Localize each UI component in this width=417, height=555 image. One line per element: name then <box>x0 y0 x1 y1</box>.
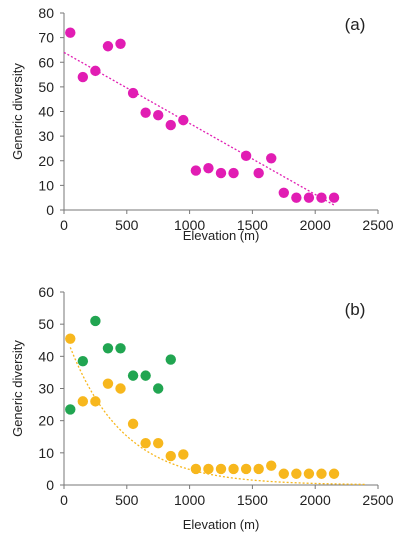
data-point-series-0 <box>165 354 176 365</box>
data-point-series-1 <box>90 396 101 407</box>
data-point-series-1 <box>303 468 315 479</box>
y-tick-label: 50 <box>38 79 54 95</box>
data-point-series-0 <box>153 383 164 394</box>
data-point-series-1 <box>253 463 264 475</box>
data-point-series-1 <box>153 437 164 449</box>
data-point-series-1 <box>266 460 277 471</box>
data-point-series-0 <box>303 192 315 203</box>
y-tick-label: 60 <box>38 284 54 300</box>
panel-label: (a) <box>345 15 366 34</box>
y-tick-label: 10 <box>38 177 54 193</box>
x-tick-label: 1500 <box>237 492 268 508</box>
x-tick-label: 500 <box>115 492 139 508</box>
data-point-series-0 <box>115 343 126 354</box>
data-point-series-0 <box>203 162 214 174</box>
y-tick-label: 40 <box>38 104 54 120</box>
data-point-series-0 <box>102 41 114 52</box>
data-point-series-1 <box>203 463 214 475</box>
data-point-series-0 <box>115 38 126 49</box>
data-point-series-1 <box>215 463 227 475</box>
data-point-series-0 <box>127 370 139 381</box>
panel-label: (b) <box>345 300 366 319</box>
data-point-series-1 <box>77 396 89 407</box>
y-tick-label: 80 <box>38 5 54 21</box>
data-point-series-0 <box>291 192 302 203</box>
data-point-series-1 <box>240 463 252 475</box>
data-point-series-0 <box>266 153 277 164</box>
y-axis-title: Generic diversity <box>10 340 25 437</box>
x-tick-label: 0 <box>60 217 68 233</box>
y-tick-label: 30 <box>38 381 54 397</box>
x-tick-label: 1000 <box>174 492 205 508</box>
y-axis-title: Generic diversity <box>10 63 25 160</box>
data-point-series-1 <box>127 418 139 430</box>
data-point-series-1 <box>65 333 76 344</box>
data-point-series-0 <box>90 65 101 77</box>
y-tick-label: 0 <box>46 477 54 493</box>
data-point-series-0 <box>127 87 139 99</box>
data-point-series-1 <box>102 378 114 389</box>
y-tick-label: 20 <box>38 153 54 169</box>
data-point-series-0 <box>215 167 227 179</box>
data-point-series-0 <box>328 192 340 203</box>
data-point-series-0 <box>90 315 101 327</box>
x-tick-label: 2000 <box>300 492 331 508</box>
y-tick-label: 60 <box>38 54 54 70</box>
data-point-series-1 <box>328 468 340 479</box>
x-tick-label: 2000 <box>300 217 331 233</box>
data-point-series-0 <box>178 114 189 126</box>
data-point-series-1 <box>165 450 176 462</box>
y-tick-label: 0 <box>46 202 54 218</box>
data-point-series-1 <box>278 468 289 479</box>
chart-panel-b: 0 500 1000 1500 2000 2500 0 10 20 30 40 50 60 Elevati… <box>10 284 394 532</box>
exponential-trendline <box>69 347 366 486</box>
y-tick-label: 50 <box>38 316 54 332</box>
data-point-series-0 <box>65 404 76 415</box>
data-point-series-0 <box>77 71 89 83</box>
data-point-series-1 <box>115 383 126 394</box>
data-point-series-0 <box>165 119 176 131</box>
x-tick-label: 2500 <box>362 217 393 233</box>
data-point-series-0 <box>278 187 289 198</box>
data-point-series-1 <box>190 463 202 475</box>
y-tick-label: 40 <box>38 348 54 364</box>
data-point-series-0 <box>190 165 202 176</box>
linear-trendline <box>63 51 335 206</box>
data-point-series-0 <box>77 355 89 367</box>
x-tick-label: 2500 <box>362 492 393 508</box>
data-point-series-0 <box>140 107 151 118</box>
y-tick-label: 20 <box>38 413 54 429</box>
data-point-series-0 <box>140 370 151 381</box>
data-point-series-0 <box>316 192 327 203</box>
data-point-series-1 <box>316 468 327 479</box>
data-point-series-0 <box>65 27 76 38</box>
data-point-series-1 <box>178 449 189 460</box>
data-point-series-0 <box>240 150 252 162</box>
data-point-series-0 <box>102 343 114 354</box>
x-tick-label: 0 <box>60 492 68 508</box>
y-tick-label: 70 <box>38 30 54 46</box>
data-point-series-1 <box>291 468 302 479</box>
x-axis-title: Elevation (m) <box>183 228 260 243</box>
y-tick-label: 30 <box>38 128 54 144</box>
data-point-series-1 <box>228 463 239 475</box>
data-point-series-0 <box>153 109 164 121</box>
x-tick-label: 1500 <box>237 217 268 233</box>
y-tick-label: 10 <box>38 445 54 461</box>
data-point-series-0 <box>228 167 239 179</box>
data-point-series-1 <box>140 437 151 449</box>
x-tick-label: 500 <box>115 217 139 233</box>
x-tick-label: 1000 <box>174 217 205 233</box>
data-point-series-0 <box>253 167 264 179</box>
x-axis-title: Elevation (m) <box>183 517 260 532</box>
chart-panel-a: 0 500 1000 1500 2000 2500 0 10 20 30 40 50 60 70 80 Ele… <box>10 5 394 243</box>
